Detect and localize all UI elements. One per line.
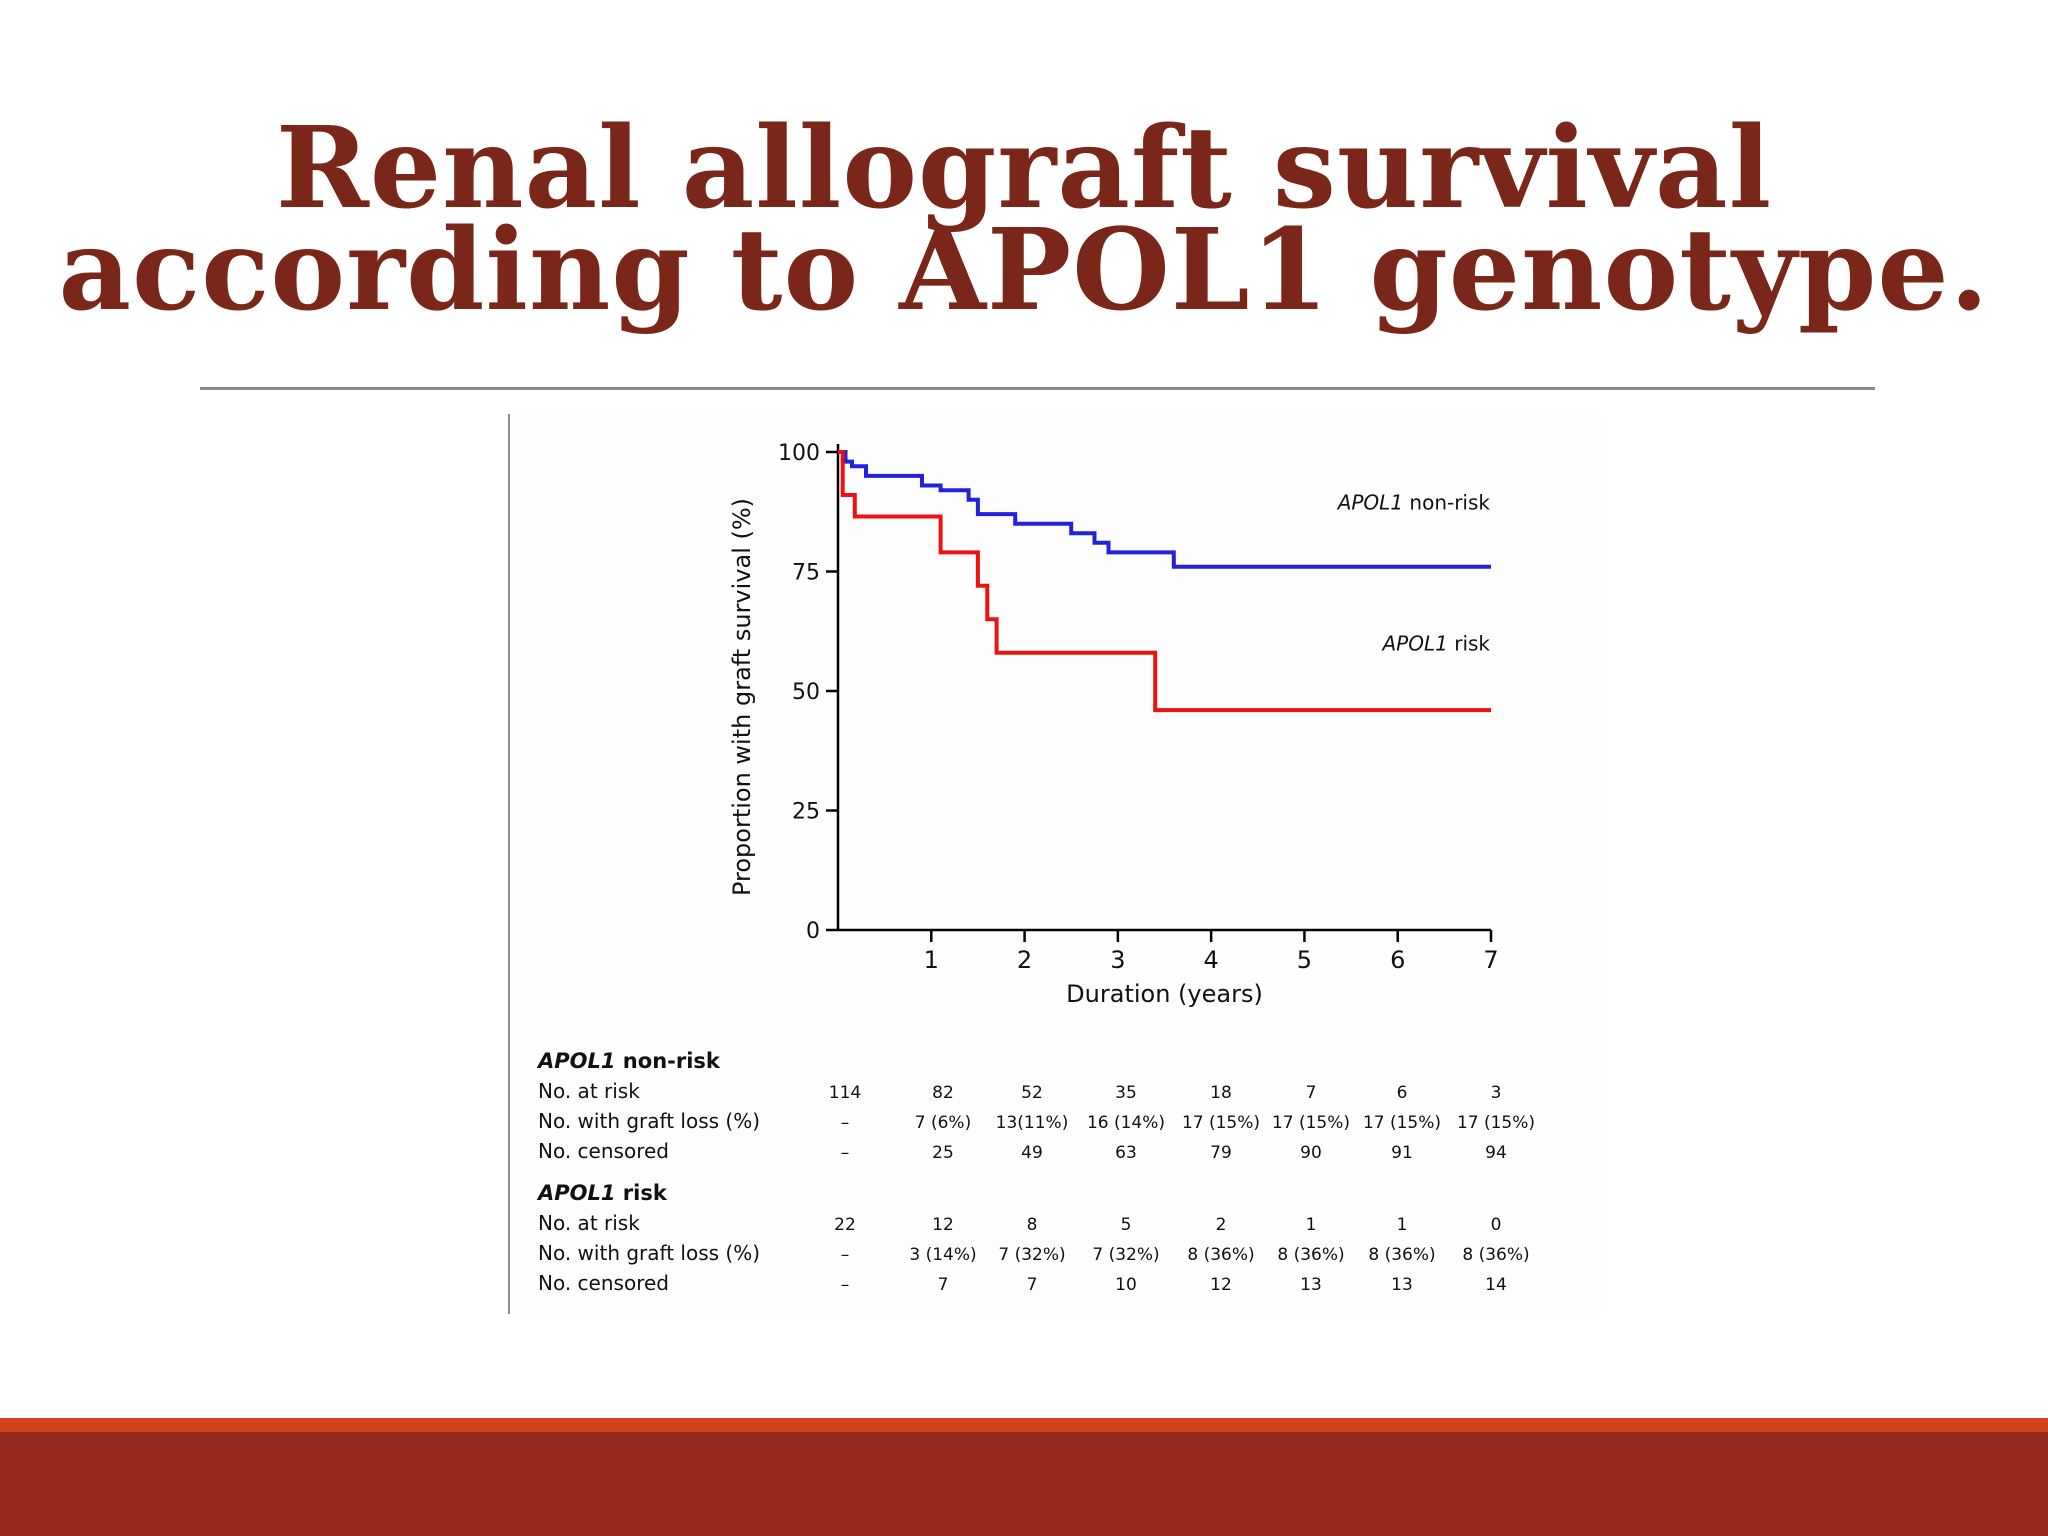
- series-label-risk: APOL1 risk: [1381, 631, 1491, 655]
- title-divider: [200, 387, 1875, 390]
- risk-table-group-header: APOL1 non-risk: [536, 1049, 721, 1073]
- risk-table-cell: 18: [1210, 1083, 1232, 1103]
- risk-table-cell: 22: [834, 1215, 856, 1235]
- footer-band: [0, 1432, 2048, 1536]
- risk-table-cell: 17 (15%): [1363, 1113, 1441, 1133]
- slide-title: Renal allograft survival according to AP…: [0, 103, 2048, 336]
- y-tick-label: 25: [792, 800, 820, 825]
- series-line-non-risk: [838, 450, 1491, 569]
- risk-table-cell: 5: [1121, 1215, 1132, 1235]
- group-header-italic: APOL1: [536, 1181, 616, 1205]
- risk-table-cell: 13: [1300, 1275, 1322, 1295]
- risk-table-cell: 12: [1210, 1275, 1232, 1295]
- series-label-non-risk: APOL1 non-risk: [1336, 490, 1491, 514]
- risk-table-cell: 8 (36%): [1462, 1245, 1529, 1265]
- risk-table-cell: 13: [1391, 1275, 1413, 1295]
- risk-table-row-label: No. censored: [538, 1271, 669, 1295]
- x-tick-label: 1: [924, 946, 939, 974]
- risk-table-cell: 6: [1397, 1083, 1408, 1103]
- risk-table-row-label: No. with graft loss (%): [538, 1109, 760, 1133]
- y-tick-label: 75: [792, 561, 820, 586]
- x-axis-label: Duration (years): [1066, 980, 1263, 1008]
- risk-table-group-header: APOL1 risk: [536, 1181, 668, 1205]
- risk-table-cell: 7 (32%): [998, 1245, 1065, 1265]
- risk-table-cell: 7: [938, 1275, 949, 1295]
- risk-table-cell: 14: [1485, 1275, 1507, 1295]
- risk-table-cell: 90: [1300, 1143, 1322, 1163]
- risk-table-cell: 7 (6%): [915, 1113, 971, 1133]
- risk-table-cell: 91: [1391, 1143, 1413, 1163]
- x-tick-label: 6: [1390, 946, 1405, 974]
- risk-table-cell: 12: [932, 1215, 954, 1235]
- chart-panel: 0 25 50 75 100 1 2 3 4 5 6 7 Duration (years) Proport…: [508, 414, 1602, 1314]
- risk-table-cell: 2: [1216, 1215, 1227, 1235]
- risk-table-cell: 114: [829, 1083, 861, 1103]
- group-header-rest: risk: [616, 1181, 668, 1205]
- risk-table-cell: –: [841, 1143, 850, 1163]
- slide-title-line-1: Renal allograft survival: [275, 103, 1773, 234]
- x-tick-label: 2: [1017, 946, 1032, 974]
- risk-table-cell: 3 (14%): [909, 1245, 976, 1265]
- risk-table-cell: 49: [1021, 1143, 1043, 1163]
- x-tick-label: 4: [1204, 946, 1219, 974]
- series-label-italic: APOL1: [1381, 631, 1448, 655]
- risk-table-cell: 63: [1115, 1143, 1137, 1163]
- risk-table-cell: 79: [1210, 1143, 1232, 1163]
- risk-table-cell: 8 (36%): [1187, 1245, 1254, 1265]
- risk-table-cell: 10: [1115, 1275, 1137, 1295]
- series-label-italic: APOL1: [1336, 490, 1403, 514]
- risk-table-cell: 35: [1115, 1083, 1137, 1103]
- y-tick-label: 100: [778, 441, 820, 466]
- risk-table-cell: 7: [1306, 1083, 1317, 1103]
- group-header-italic: APOL1: [536, 1049, 616, 1073]
- risk-table-cell: 17 (15%): [1457, 1113, 1535, 1133]
- risk-table-row-label: No. censored: [538, 1139, 669, 1163]
- risk-table-cell: 16 (14%): [1087, 1113, 1165, 1133]
- risk-table-cell: 25: [932, 1143, 954, 1163]
- series-line-risk: [838, 450, 1491, 713]
- risk-table-cell: 8 (36%): [1277, 1245, 1344, 1265]
- x-tick-label: 3: [1110, 946, 1125, 974]
- y-axis-label: Proportion with graft survival (%): [728, 498, 756, 896]
- series-label-rest: non-risk: [1403, 490, 1490, 514]
- risk-table-cell: 52: [1021, 1083, 1043, 1103]
- risk-table-cell: 82: [932, 1083, 954, 1103]
- risk-table-row-label: No. with graft loss (%): [538, 1241, 760, 1265]
- x-tick-label: 7: [1483, 946, 1498, 974]
- risk-table-cell: 13(11%): [996, 1113, 1069, 1133]
- y-tick-label: 0: [806, 919, 820, 944]
- risk-table-row-label: No. at risk: [538, 1211, 640, 1235]
- risk-table-cell: 8: [1027, 1215, 1038, 1235]
- y-tick-label: 50: [792, 680, 820, 705]
- risk-table-cell: 1: [1397, 1215, 1408, 1235]
- risk-table-cell: 1: [1306, 1215, 1317, 1235]
- series-label-rest: risk: [1448, 631, 1491, 655]
- group-header-rest: non-risk: [616, 1049, 721, 1073]
- x-tick-label: 5: [1297, 946, 1312, 974]
- risk-table-cell: 8 (36%): [1368, 1245, 1435, 1265]
- risk-table-cell: 94: [1485, 1143, 1507, 1163]
- risk-table-cell: –: [841, 1113, 850, 1133]
- risk-table-cell: 3: [1491, 1083, 1502, 1103]
- risk-table-cell: 7 (32%): [1092, 1245, 1159, 1265]
- risk-table-cell: 0: [1491, 1215, 1502, 1235]
- risk-table-cell: –: [841, 1275, 850, 1295]
- slide-title-line-2: according to APOL1 genotype.: [58, 205, 1990, 336]
- risk-table-cell: 7: [1027, 1275, 1038, 1295]
- footer-band-accent: [0, 1418, 2048, 1432]
- risk-table-row-label: No. at risk: [538, 1079, 640, 1103]
- risk-table-cell: 17 (15%): [1272, 1113, 1350, 1133]
- risk-table-cell: 17 (15%): [1182, 1113, 1260, 1133]
- risk-table-cell: –: [841, 1245, 850, 1265]
